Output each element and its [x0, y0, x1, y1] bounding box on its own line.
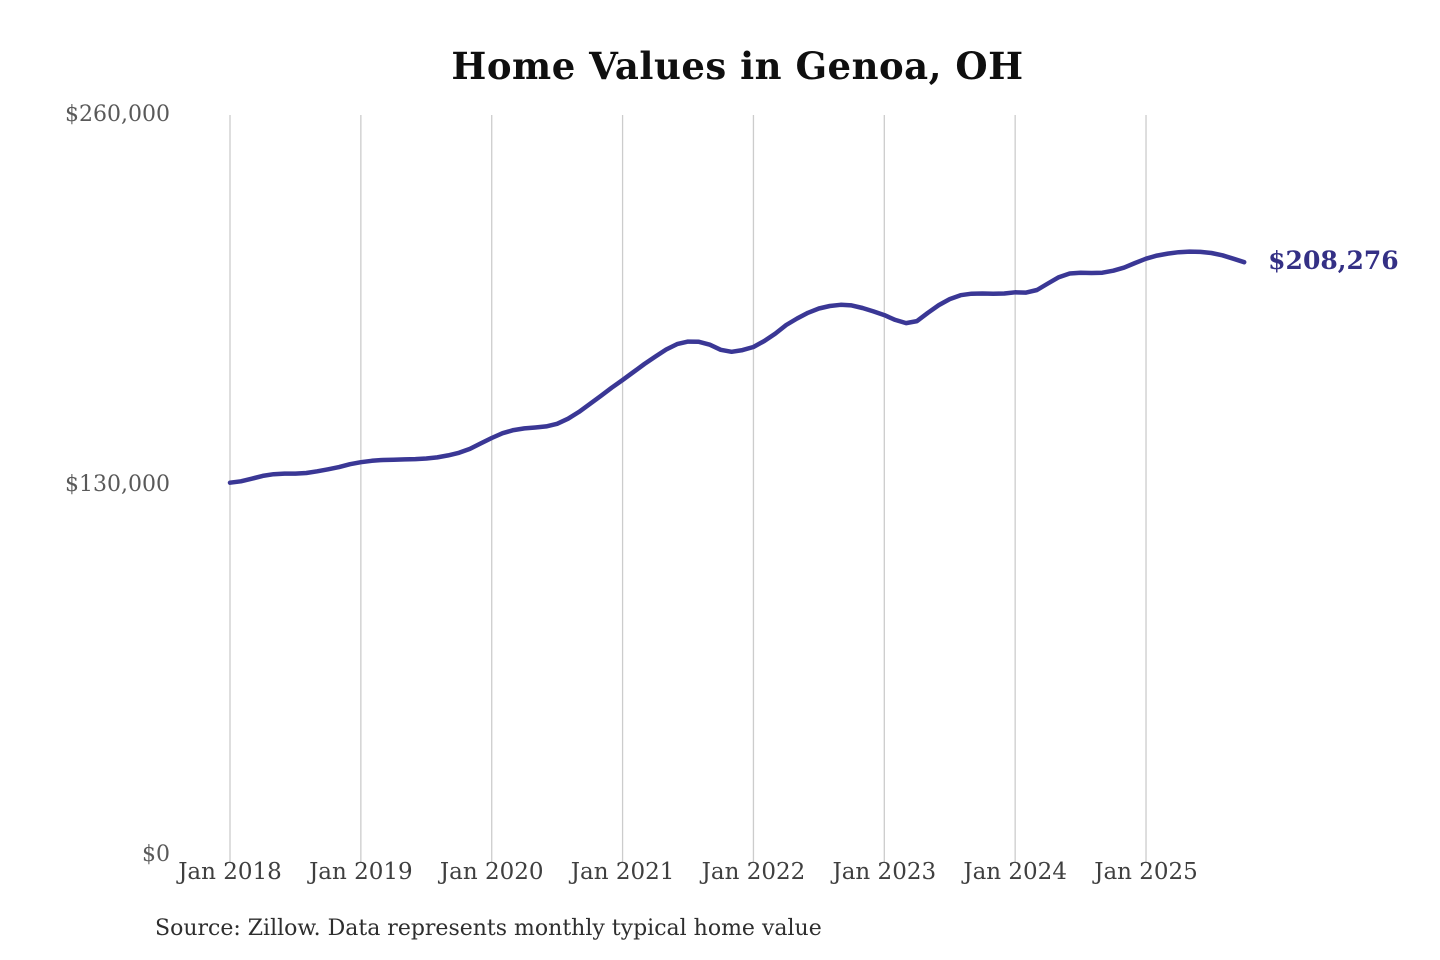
latest-value-label: $208,276 [1268, 246, 1399, 276]
x-tick-label: Jan 2023 [832, 859, 937, 885]
x-tick-label: Jan 2019 [309, 859, 413, 885]
x-tick-label: Jan 2024 [963, 859, 1067, 885]
y-tick-label: $0 [142, 842, 170, 867]
source-note: Source: Zillow. Data represents monthly … [155, 916, 822, 941]
y-tick-label: $260,000 [65, 102, 170, 127]
chart-title: Home Values in Genoa, OH [451, 44, 1024, 88]
home-value-line [227, 249, 1247, 485]
y-tick-label: $130,000 [65, 472, 170, 497]
x-tick-label: Jan 2020 [439, 859, 544, 885]
x-tick-label: Jan 2025 [1094, 859, 1198, 885]
x-tick-label: Jan 2022 [701, 859, 806, 885]
gridlines [229, 115, 1147, 862]
x-tick-label: Jan 2021 [570, 859, 675, 885]
x-tick-label: Jan 2018 [178, 859, 282, 885]
